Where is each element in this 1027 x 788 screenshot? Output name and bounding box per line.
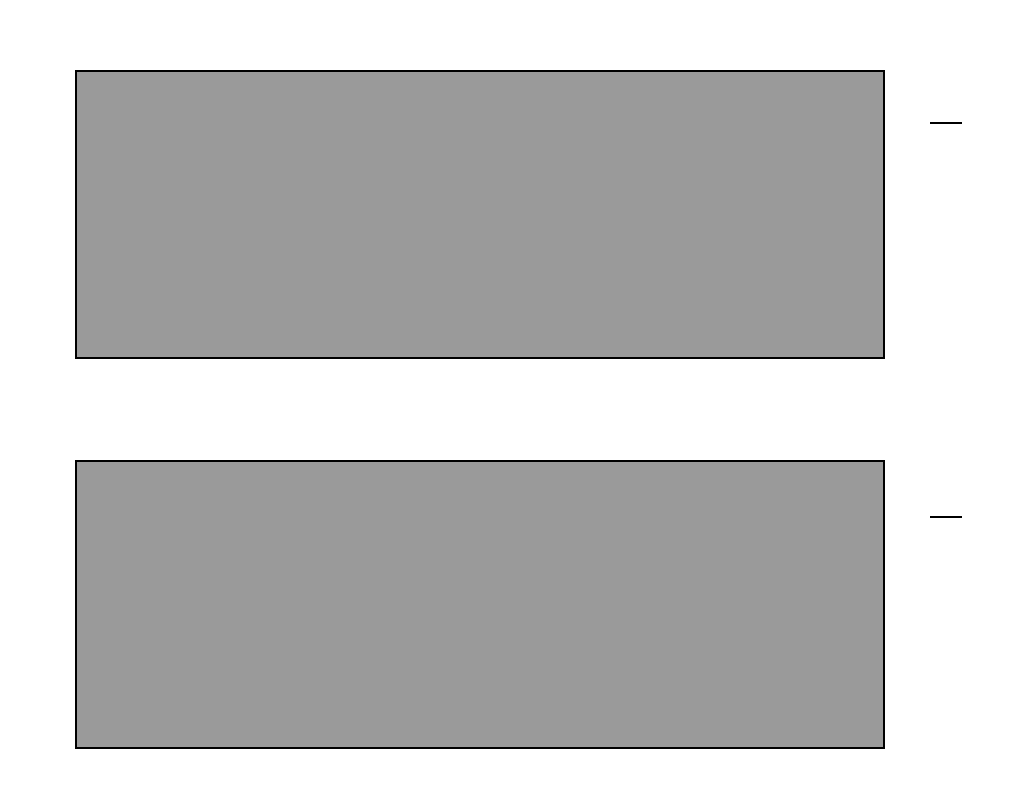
colorbar-cells xyxy=(930,516,962,518)
colorbar-cells xyxy=(930,122,962,124)
lon-axis-totals xyxy=(75,364,887,392)
map-canvas-anomalies xyxy=(77,462,883,747)
map-frame-totals xyxy=(75,70,885,359)
map-canvas-totals xyxy=(77,72,883,357)
lat-axis-totals xyxy=(4,72,66,357)
colorbar-anomalies xyxy=(928,480,1027,750)
map-frame-anomalies xyxy=(75,460,885,749)
panel-anomalies xyxy=(0,424,1027,788)
lat-axis-anomalies xyxy=(4,462,66,747)
colorbar-totals xyxy=(928,86,1027,356)
lon-axis-anomalies xyxy=(75,754,887,782)
panel-totals xyxy=(0,34,1027,424)
